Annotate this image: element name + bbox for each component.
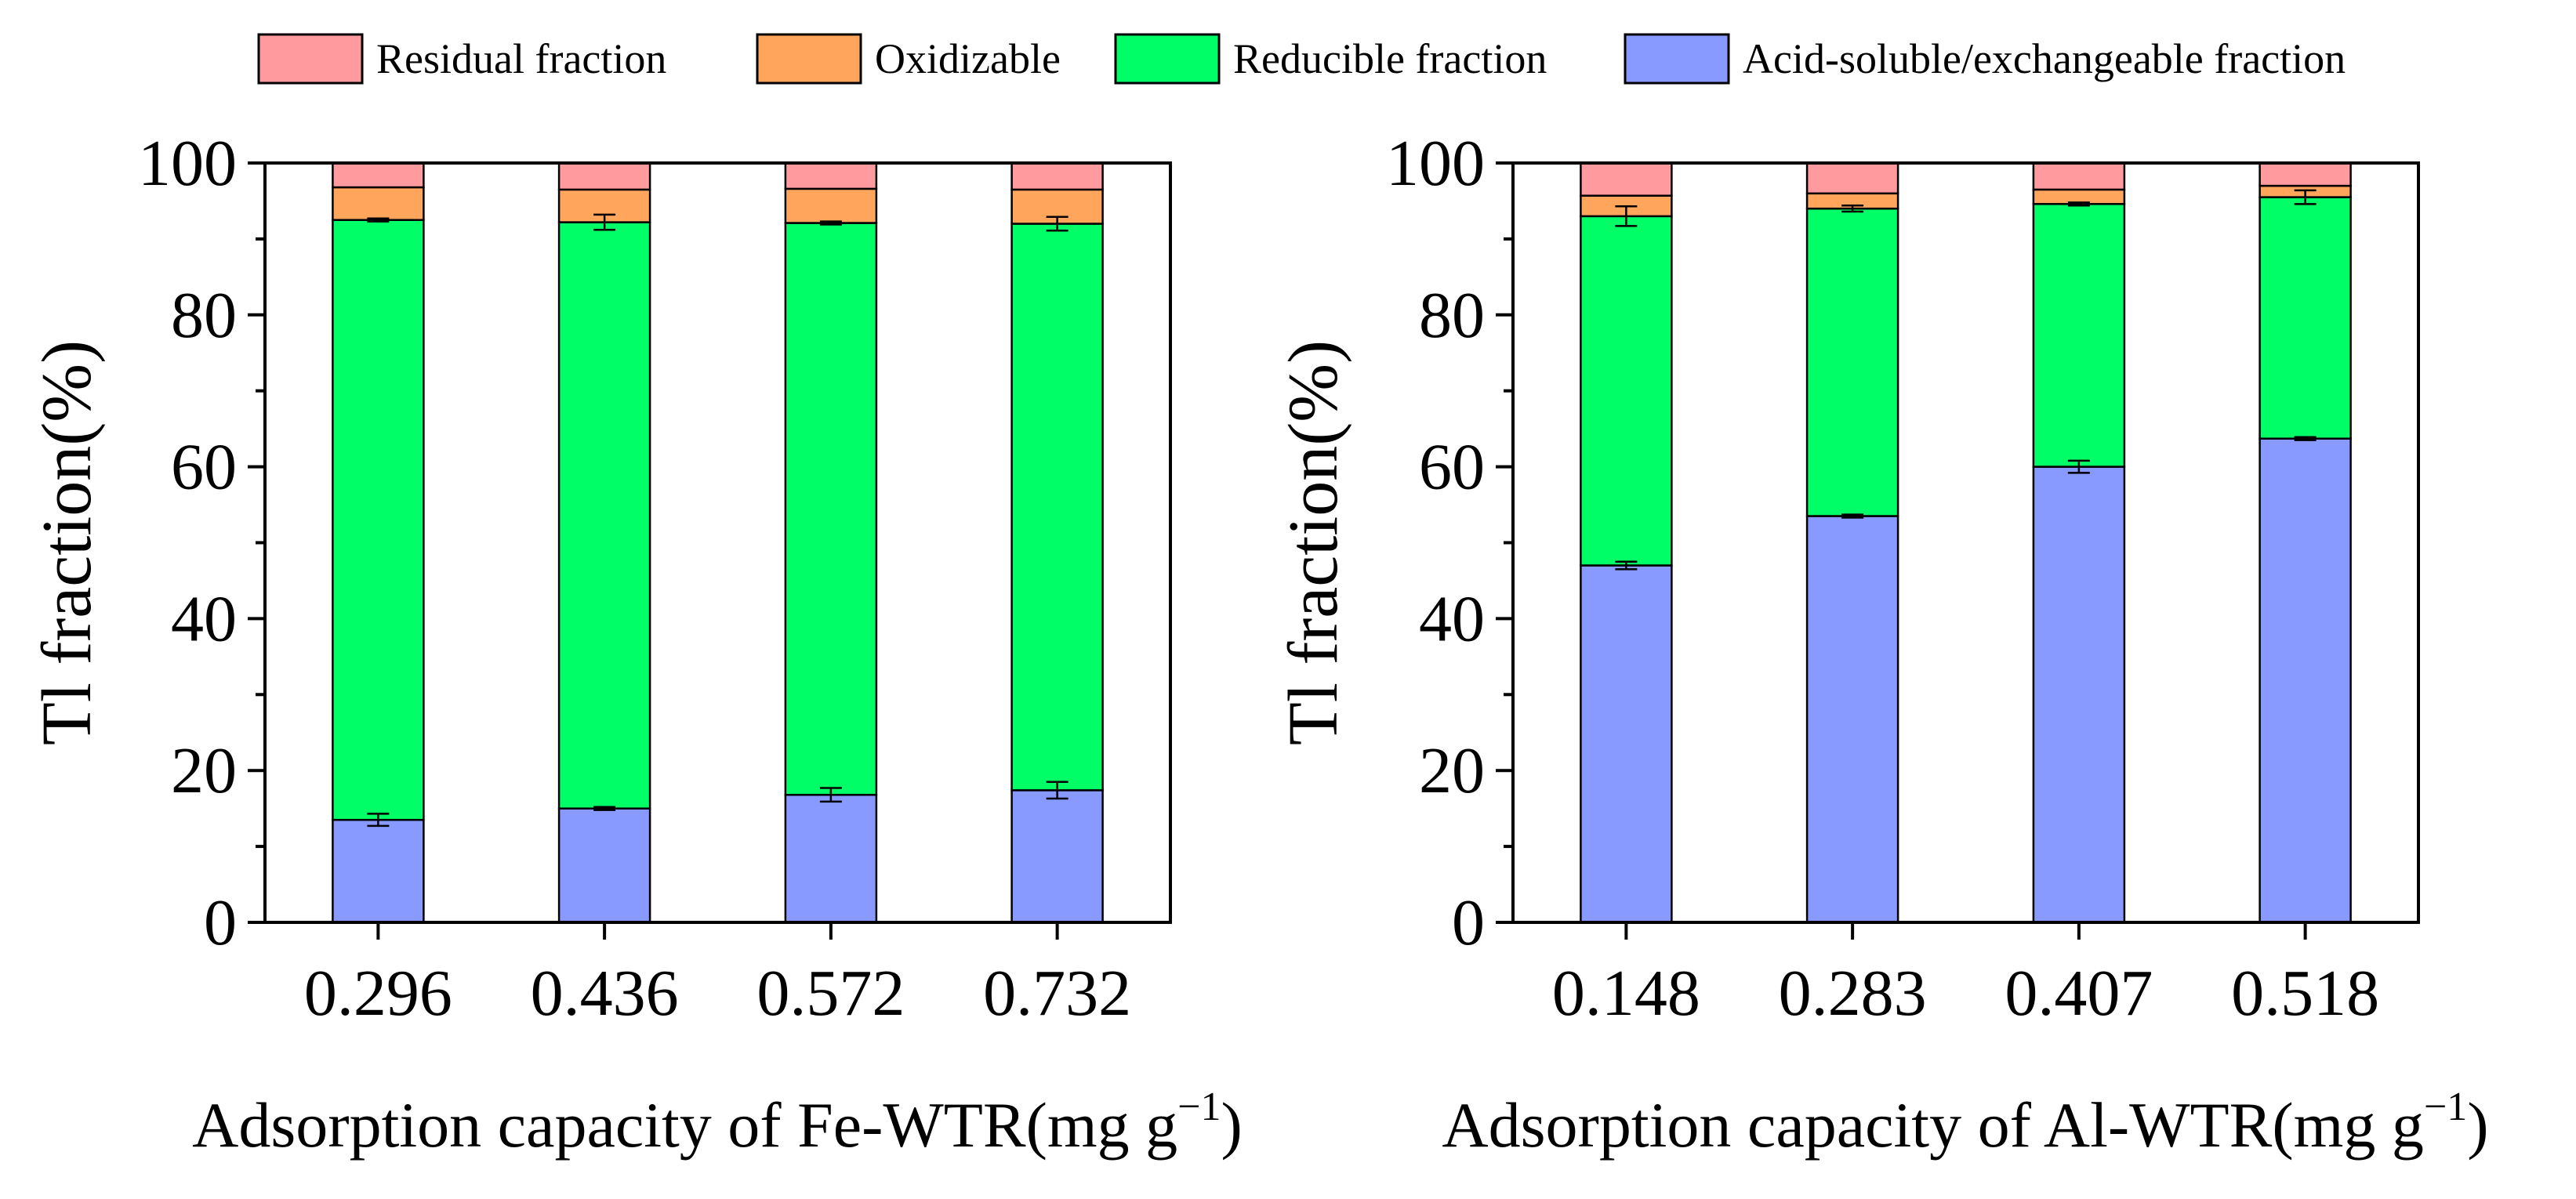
y-tick-label-al-60: 60 [1419, 431, 1485, 504]
bar-fe-residual-1 [557, 161, 651, 191]
x-tick-label-al-0: 0.148 [1552, 957, 1700, 1030]
y-tick-label-fe-0: 0 [204, 886, 237, 959]
bar-fe-acid-3 [1010, 789, 1104, 924]
bar-fe-oxidizable-2 [784, 187, 878, 224]
bar-fe-reducible-1 [557, 221, 651, 810]
x-axis-label-fe: Adsorption capacity of Fe-WTR(mg g−1) [192, 1085, 1243, 1161]
bar-al-residual-0 [1580, 161, 1673, 197]
errorbar-fe-reducible-3 [1046, 216, 1068, 232]
legend-swatch-residual [257, 33, 364, 85]
bar-al-reducible-3 [2259, 196, 2352, 440]
bar-fe-acid-0 [332, 818, 425, 924]
y-tick-label-al-80: 80 [1419, 279, 1485, 352]
bar-fe-reducible-0 [332, 219, 425, 821]
errorbar-al-reducible-3 [2294, 189, 2317, 205]
legend-label-oxidizable: Oxidizable [875, 35, 1061, 82]
legend-label-reducible: Reducible fraction [1233, 35, 1547, 82]
x-tick-label-fe-0: 0.296 [304, 957, 452, 1030]
y-axis-label-fe: Tl fraction(%) [28, 340, 106, 745]
errorbar-fe-reducible-2 [819, 220, 842, 226]
bar-fe-reducible-2 [784, 222, 878, 796]
bar-al-reducible-1 [1805, 207, 1899, 517]
bar-al-acid-3 [2259, 437, 2352, 924]
chart-fe-wtr: 0 20 40 60 80 100 0.296 0.436 0.572 0.732 Tl fract… [28, 127, 1243, 1161]
y-tick-label-fe-60: 60 [171, 431, 237, 504]
x-tick-label-fe-1: 0.436 [531, 957, 679, 1030]
errorbar-al-acid-3 [2294, 436, 2317, 441]
bar-al-residual-1 [1805, 161, 1899, 195]
x-tick-label-al-3: 0.518 [2231, 957, 2379, 1030]
errorbar-al-acid-2 [2067, 459, 2090, 474]
bar-fe-oxidizable-0 [332, 186, 425, 221]
bar-al-residual-2 [2032, 161, 2126, 191]
y-axis-label-al: Tl fraction(%) [1275, 340, 1352, 745]
errorbar-fe-acid-3 [1046, 781, 1068, 800]
bar-al-acid-1 [1805, 515, 1899, 924]
x-tick-label-fe-2: 0.572 [756, 957, 905, 1030]
bar-al-reducible-2 [2032, 203, 2126, 468]
y-tick-label-fe-100: 100 [138, 127, 237, 200]
errorbar-al-reducible-1 [1841, 205, 1864, 213]
x-tick-label-fe-3: 0.732 [983, 957, 1131, 1030]
bar-fe-residual-3 [1010, 161, 1104, 191]
errorbar-al-acid-0 [1615, 560, 1638, 571]
legend-swatch-oxidizable [756, 33, 862, 85]
bar-fe-acid-1 [557, 807, 651, 924]
errorbar-al-reducible-0 [1615, 205, 1638, 227]
x-axis-label-al: Adsorption capacity of Al-WTR(mg g−1) [1442, 1085, 2488, 1161]
y-tick-label-fe-80: 80 [171, 279, 237, 352]
legend: Residual fraction Oxidizable Reducible f… [257, 33, 2346, 85]
y-tick-label-fe-40: 40 [171, 582, 237, 655]
legend-swatch-acid [1624, 33, 1730, 85]
bar-al-residual-3 [2259, 161, 2352, 187]
bar-fe-residual-2 [784, 161, 878, 190]
errorbar-fe-reducible-0 [367, 217, 390, 223]
bar-fe-acid-2 [784, 793, 878, 924]
y-tick-label-fe-20: 20 [171, 734, 237, 807]
legend-label-acid: Acid-soluble/exchangeable fraction [1743, 35, 2346, 82]
bar-al-reducible-0 [1580, 215, 1673, 567]
bar-fe-residual-0 [332, 161, 425, 189]
errorbar-fe-reducible-1 [593, 213, 616, 231]
y-tick-label-al-20: 20 [1419, 734, 1485, 807]
x-tick-label-al-2: 0.407 [2005, 957, 2153, 1030]
bar-al-acid-2 [2032, 465, 2126, 924]
bar-fe-reducible-3 [1010, 223, 1104, 791]
y-tick-label-al-100: 100 [1386, 127, 1485, 200]
errorbar-fe-acid-0 [367, 813, 390, 828]
bar-al-acid-0 [1580, 564, 1673, 924]
errorbar-fe-acid-2 [819, 787, 842, 803]
x-tick-label-al-1: 0.283 [1779, 957, 1927, 1030]
errorbar-al-acid-1 [1841, 513, 1864, 519]
legend-label-residual: Residual fraction [376, 35, 666, 82]
errorbar-al-reducible-2 [2067, 201, 2090, 207]
y-tick-label-al-40: 40 [1419, 582, 1485, 655]
legend-swatch-reducible [1114, 33, 1221, 85]
chart-al-wtr: 0 20 40 60 80 100 0.148 0.283 0.407 0.518 Tl fract… [1275, 127, 2489, 1161]
errorbar-fe-acid-1 [593, 806, 616, 811]
y-tick-label-al-0: 0 [1452, 886, 1485, 959]
